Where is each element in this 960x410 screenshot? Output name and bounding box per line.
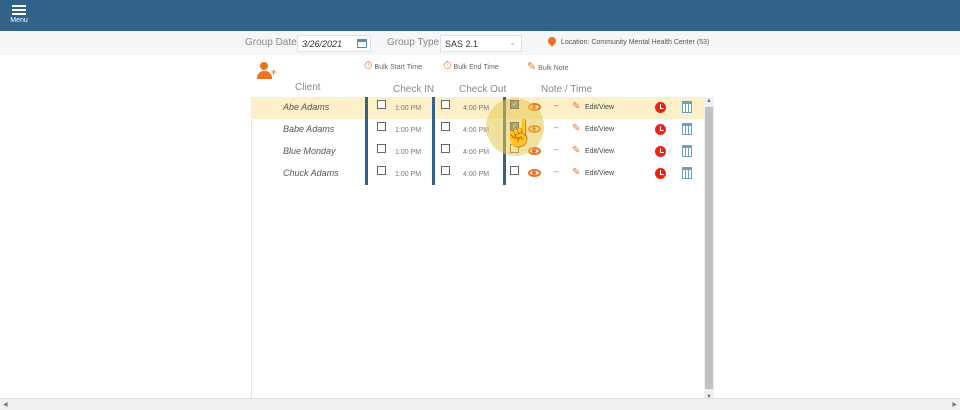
table-row[interactable]: Abe Adams 1:00 PM 4:00 PM -- ✎ Edit/View	[251, 97, 704, 119]
location-text: Location: Community Mental Health Center…	[561, 39, 710, 46]
group-type-label: Group Type:	[387, 37, 442, 48]
check-out-checkbox[interactable]	[441, 122, 450, 131]
column-divider	[432, 141, 435, 163]
group-date-input[interactable]: 3/26/2021	[297, 35, 371, 52]
clock-icon[interactable]	[655, 124, 666, 135]
trash-icon[interactable]	[682, 101, 692, 113]
top-bar: Menu	[0, 0, 960, 31]
client-header: Client	[295, 82, 321, 93]
trash-icon[interactable]	[682, 167, 692, 179]
clock-icon[interactable]	[655, 168, 666, 179]
bulk-end-label: Bulk End Time	[453, 64, 499, 71]
location-pin-icon	[546, 35, 558, 47]
group-type-select[interactable]: SAS 2.1 ⌄	[440, 35, 522, 52]
scrollbar-thumb[interactable]	[705, 107, 713, 389]
note-time: --	[554, 169, 559, 176]
check-out-time[interactable]: 4:00 PM	[463, 105, 490, 112]
check-out-time[interactable]: 4:00 PM	[463, 127, 490, 134]
check-in-checkbox[interactable]	[377, 144, 386, 153]
check-in-checkbox[interactable]	[377, 166, 386, 175]
clock-icon[interactable]	[655, 102, 666, 113]
click-highlight	[486, 98, 544, 156]
eye-icon[interactable]	[528, 169, 541, 177]
check-out-checkbox[interactable]	[441, 144, 450, 153]
column-divider	[365, 141, 368, 163]
edit-view-link[interactable]: Edit/View	[585, 104, 615, 111]
check-out-time[interactable]: 4:00 PM	[463, 171, 490, 178]
check-out-checkbox[interactable]	[441, 166, 450, 175]
column-divider	[432, 163, 435, 185]
hamburger-icon	[12, 5, 26, 15]
check-out-time[interactable]: 4:00 PM	[463, 149, 490, 156]
bulk-end-time-button[interactable]: ⏱ Bulk End Time	[443, 60, 499, 73]
table-border	[251, 97, 252, 400]
column-divider	[503, 163, 506, 185]
table-row[interactable]: Blue Monday 1:00 PM 4:00 PM -- ✎ Edit/Vi…	[251, 141, 704, 163]
note-time: --	[554, 147, 559, 154]
trash-icon[interactable]	[682, 145, 692, 157]
trash-icon[interactable]	[682, 123, 692, 135]
group-type-value: SAS 2.1	[445, 39, 479, 49]
check-in-time[interactable]: 1:00 PM	[395, 149, 422, 156]
note-checkbox[interactable]	[510, 166, 519, 175]
bulk-note-button[interactable]: ✎ Bulk Note	[527, 60, 569, 73]
stopwatch-icon: ⏱	[443, 60, 452, 72]
vertical-scrollbar[interactable]: ▲ ▼	[704, 97, 714, 400]
clock-icon[interactable]	[655, 146, 666, 157]
check-in-time[interactable]: 1:00 PM	[395, 171, 422, 178]
pencil-icon[interactable]: ✎	[572, 101, 581, 112]
note-time-header: Note / Time	[541, 84, 593, 95]
check-in-header: Check IN	[393, 84, 435, 95]
check-out-header: Check Out	[459, 84, 507, 95]
check-out-checkbox[interactable]	[441, 100, 450, 109]
column-divider	[365, 163, 368, 185]
add-client-button[interactable]: +	[257, 62, 279, 84]
chevron-down-icon: ⌄	[509, 38, 516, 47]
bulk-note-label: Bulk Note	[538, 65, 569, 72]
bulk-start-label: Bulk Start Time	[374, 64, 423, 71]
column-divider	[432, 97, 435, 119]
group-date-label: Group Date:	[245, 37, 300, 48]
column-divider	[365, 119, 368, 141]
check-in-checkbox[interactable]	[377, 100, 386, 109]
column-divider	[365, 97, 368, 119]
edit-view-link[interactable]: Edit/View	[585, 126, 615, 133]
client-name: Babe Adams	[283, 124, 335, 134]
client-name: Blue Monday	[283, 146, 336, 156]
filter-bar: Group Date: 3/26/2021 Group Type: SAS 2.…	[0, 31, 960, 55]
note-time: --	[554, 125, 559, 132]
column-divider	[432, 119, 435, 141]
menu-button[interactable]: Menu	[9, 3, 29, 24]
edit-view-link[interactable]: Edit/View	[585, 170, 615, 177]
client-name: Chuck Adams	[283, 168, 339, 178]
pencil-icon[interactable]: ✎	[572, 145, 581, 156]
table-row[interactable]: Chuck Adams 1:00 PM 4:00 PM -- ✎ Edit/Vi…	[251, 163, 704, 185]
edit-view-link[interactable]: Edit/View	[585, 148, 615, 155]
client-name: Abe Adams	[283, 102, 330, 112]
client-table: Abe Adams 1:00 PM 4:00 PM -- ✎ Edit/View…	[251, 97, 704, 185]
horizontal-scrollbar[interactable]: ◀ ▶	[0, 398, 960, 410]
table-row[interactable]: Babe Adams 1:00 PM 4:00 PM -- ✎ Edit/Vie…	[251, 119, 704, 141]
add-user-icon	[260, 62, 268, 70]
group-date-value: 3/26/2021	[302, 39, 343, 49]
check-in-time[interactable]: 1:00 PM	[395, 127, 422, 134]
bulk-start-time-button[interactable]: ⏱ Bulk Start Time	[364, 60, 422, 73]
check-in-time[interactable]: 1:00 PM	[395, 105, 422, 112]
calendar-icon[interactable]	[357, 39, 367, 48]
menu-label: Menu	[10, 17, 28, 24]
hand-cursor-icon: ☝	[503, 118, 536, 148]
note-time: --	[554, 103, 559, 110]
check-in-checkbox[interactable]	[377, 122, 386, 131]
edit-note-icon: ✎	[527, 61, 537, 73]
stopwatch-icon: ⏱	[364, 60, 373, 72]
pencil-icon[interactable]: ✎	[572, 123, 581, 134]
pencil-icon[interactable]: ✎	[572, 167, 581, 178]
